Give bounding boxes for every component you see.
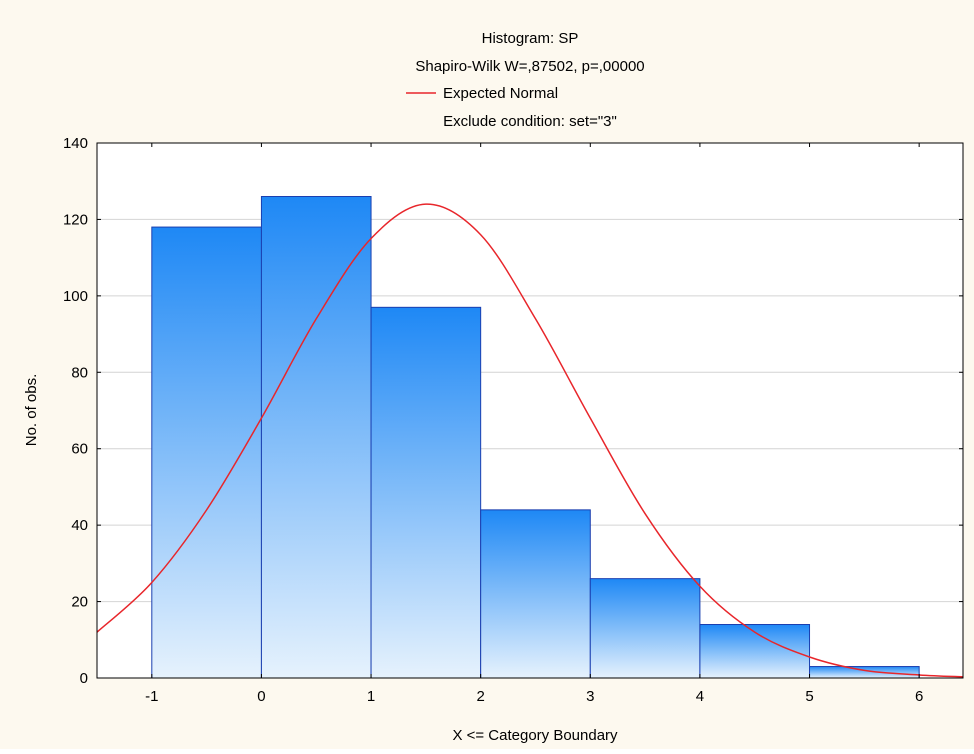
x-tick-label-5: 4	[696, 688, 704, 705]
expected-normal-curve	[97, 203, 963, 678]
bar-4	[589, 578, 701, 678]
legend-label-expected-normal: Expected Normal	[443, 85, 558, 102]
bar-3	[480, 509, 591, 678]
x-axis-label: X <= Category Boundary	[452, 727, 618, 744]
chart-note: Exclude condition: set="3"	[443, 113, 617, 130]
x-tick-label-3: 2	[476, 688, 484, 705]
plot-border	[96, 142, 964, 679]
y-tick-label-2: 40	[71, 517, 88, 534]
y-axis-label: No. of obs.	[23, 374, 40, 447]
x-tick-label-2: 1	[367, 688, 375, 705]
legend: Expected Normal	[406, 85, 558, 102]
y-tick-label-0: 0	[80, 670, 88, 687]
bar-5	[699, 624, 811, 678]
x-tick-label-6: 5	[805, 688, 813, 705]
y-axis-ticks: 0 20 40 60 80 100 120 140	[63, 135, 963, 687]
bar-6	[809, 666, 920, 678]
x-tick-label-1: 0	[257, 688, 265, 705]
x-tick-label-0: -1	[145, 688, 158, 705]
y-tick-label-3: 60	[71, 441, 88, 458]
chart-title: Histogram: SP	[482, 30, 579, 47]
histogram-bars	[151, 196, 920, 678]
x-axis-ticks: -1 0 1 2 3 4 5 6	[145, 143, 923, 705]
y-tick-label-6: 120	[63, 211, 88, 228]
y-tick-label-1: 20	[71, 594, 88, 611]
y-tick-label-4: 80	[71, 364, 88, 381]
y-tick-label-7: 140	[63, 135, 88, 152]
bar-0	[151, 226, 262, 678]
x-tick-label-7: 6	[915, 688, 923, 705]
chart-subtitle: Shapiro-Wilk W=,87502, p=,00000	[415, 58, 644, 75]
bar-1	[260, 196, 372, 678]
bar-2	[370, 306, 482, 678]
y-tick-label-5: 100	[63, 288, 88, 305]
x-tick-label-4: 3	[586, 688, 594, 705]
